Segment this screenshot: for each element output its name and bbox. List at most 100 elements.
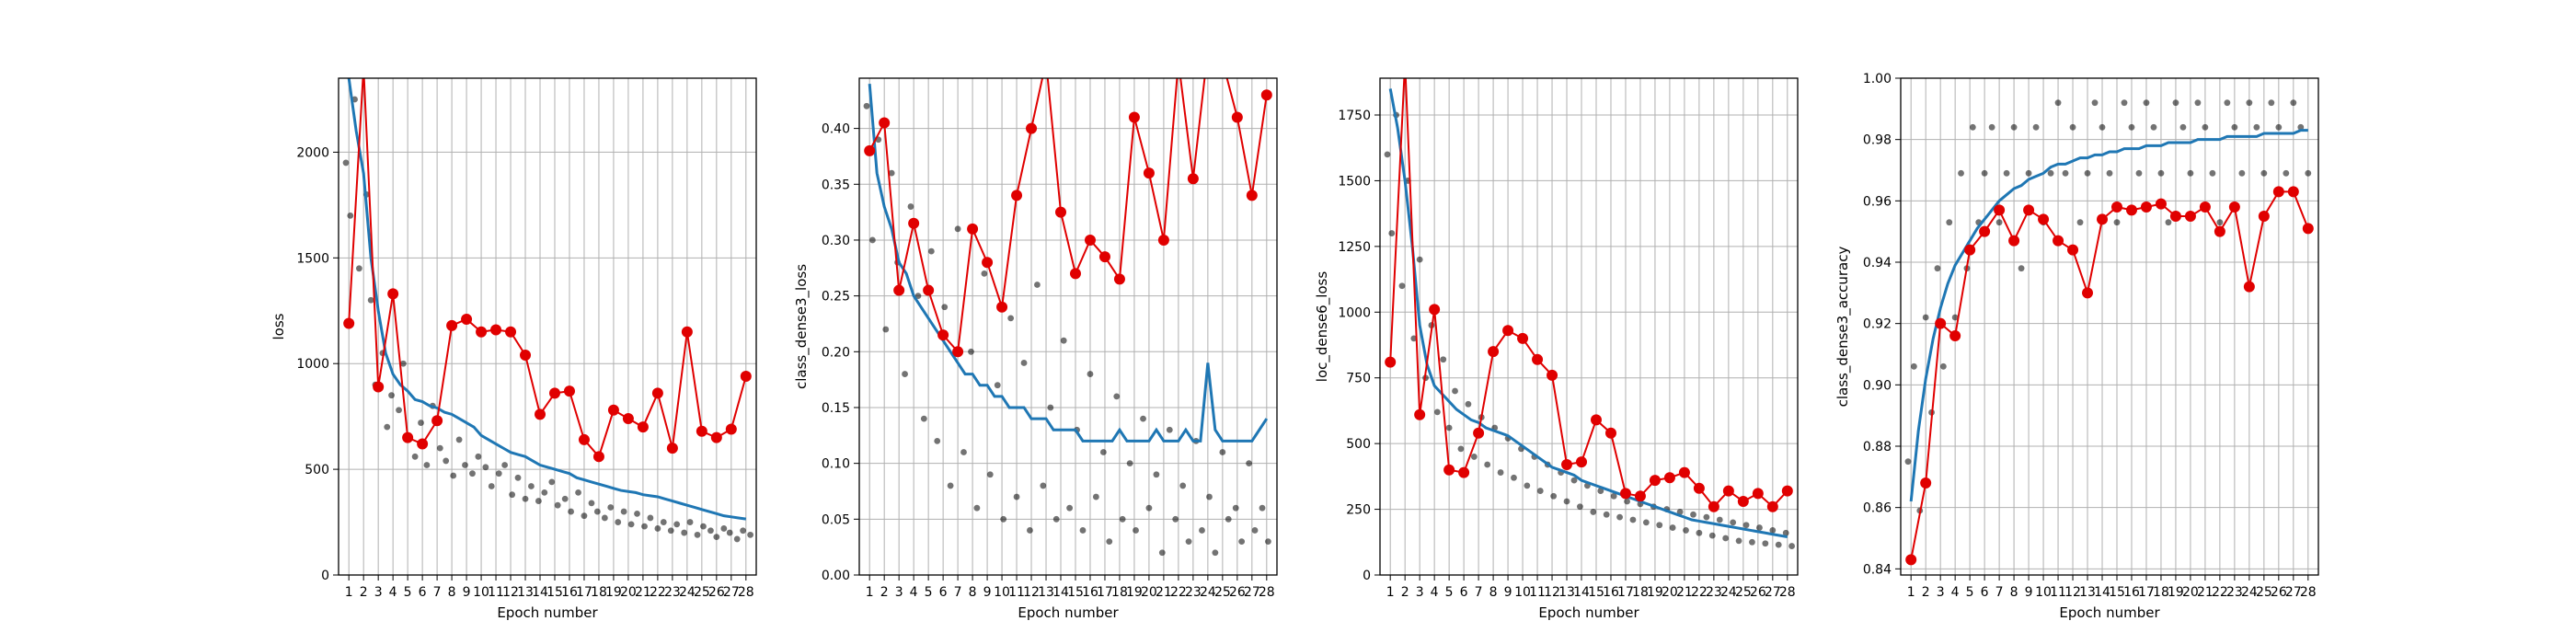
batch-point [2290,99,2297,107]
batch-point [581,512,588,520]
x-tick-label: 12 [2064,585,2081,600]
x-tick-label: 24 [1720,585,1737,600]
batch-point [620,508,627,515]
batch-point [1133,527,1139,534]
y-tick-label: 0.15 [822,401,850,416]
epoch-mean-point [343,317,355,329]
batch-point [1703,513,1710,521]
batch-point [548,478,556,486]
batch-point [868,236,876,244]
chart-panel: 1 2 3 4 5 6 7 8 9 1011121314151617181920212223242… [1834,72,2319,621]
batch-point [568,508,574,515]
running-mean-line [347,78,747,521]
batch-point [1722,535,1730,542]
epoch-mean-point [2125,204,2137,216]
epoch-mean-point [578,433,590,445]
x-tick-label: 2 [360,585,368,600]
batch-point [2062,169,2069,177]
batch-point [1259,504,1266,512]
batch-point [1656,522,1663,529]
x-tick-label: 28 [2300,585,2317,600]
x-tick-label: 15 [1067,585,1084,600]
y-tick-label: 0.20 [822,345,850,360]
x-tick-label: 9 [463,585,471,600]
epoch-mean-point [1502,325,1514,337]
x-tick-label: 2 [880,585,889,600]
y-tick-label: 0.94 [1863,256,1892,270]
epoch-mean-point [358,63,369,74]
y-axis-label: loss [270,313,287,339]
epoch-mean-point [2008,235,2020,247]
batch-point [1212,549,1219,557]
batch-point [2283,169,2290,177]
batch-point [1225,515,1232,523]
batch-point [694,531,701,538]
y-tick-label: 0.98 [1863,133,1892,148]
batch-point [1624,498,1630,505]
epoch-mean-point [2228,201,2240,213]
batch-point [541,489,548,496]
x-tick-label: 13 [2079,585,2096,600]
epoch-mean-point [505,326,517,338]
y-tick-label: 2000 [296,145,329,160]
y-tick-label: 0.00 [822,569,850,583]
epoch-mean-point [1488,346,1500,358]
epoch-mean-point [1069,268,1081,280]
batch-point [575,489,581,496]
epoch-mean-point [2169,211,2181,222]
batch-point [747,531,754,538]
epoch-mean-point [2067,244,2079,256]
epoch-mean-point [1766,500,1778,512]
x-tick-label: 18 [1111,585,1128,600]
batch-point [388,392,395,399]
epoch-mean-point [1187,173,1199,185]
batch-point [1179,482,1187,489]
y-tick-label: 0.96 [1863,194,1892,209]
batch-point [1958,169,1964,177]
epoch-mean-point [417,438,429,450]
x-tick-label: 27 [1765,585,1781,600]
epoch-mean-point [1385,356,1397,368]
batch-point [863,102,870,109]
batch-point [1904,458,1912,466]
axes-frame [1900,77,2319,576]
batch-point [947,482,954,489]
batch-point [1199,527,1205,534]
batch-point [934,437,941,444]
epoch-mean-point [1055,206,1067,218]
batch-point [2069,123,2076,131]
x-tick-label: 23 [1185,585,1202,600]
epoch-mean-point [1429,304,1441,316]
y-tick-label: 0.25 [822,290,850,305]
batch-point [455,436,463,443]
x-tick-label: 22 [650,585,666,600]
batch-point [1995,219,2003,226]
epoch-mean-point [1619,488,1631,500]
batch-point [443,457,450,465]
x-tick-label: 16 [1082,585,1098,600]
batch-point [528,483,535,489]
epoch-mean-point [387,288,399,300]
batch-point [1052,515,1060,523]
batch-point [1775,541,1782,548]
epoch-mean-point [535,408,546,420]
epoch-mean-point [2155,198,2167,210]
x-tick-label: 21 [1156,585,1172,600]
x-tick-label: 4 [1951,585,1960,600]
batch-point [1087,371,1094,377]
batch-point [2238,169,2246,177]
batch-point [1251,527,1259,534]
epoch-mean-point [1949,330,1961,341]
epoch-mean-point [864,144,876,156]
epoch-mean-point [637,421,649,433]
batch-point [2172,99,2179,107]
batch-point [686,519,694,525]
x-tick-label: 3 [1937,585,1945,600]
epoch-mean-point [1458,466,1470,478]
x-tick-label: 20 [1662,585,1678,600]
batch-point [1629,516,1637,523]
epoch-mean-point [1231,111,1243,123]
x-tick-label: 11 [2050,585,2066,600]
batch-point [733,535,741,543]
epoch-mean-point [446,319,458,331]
